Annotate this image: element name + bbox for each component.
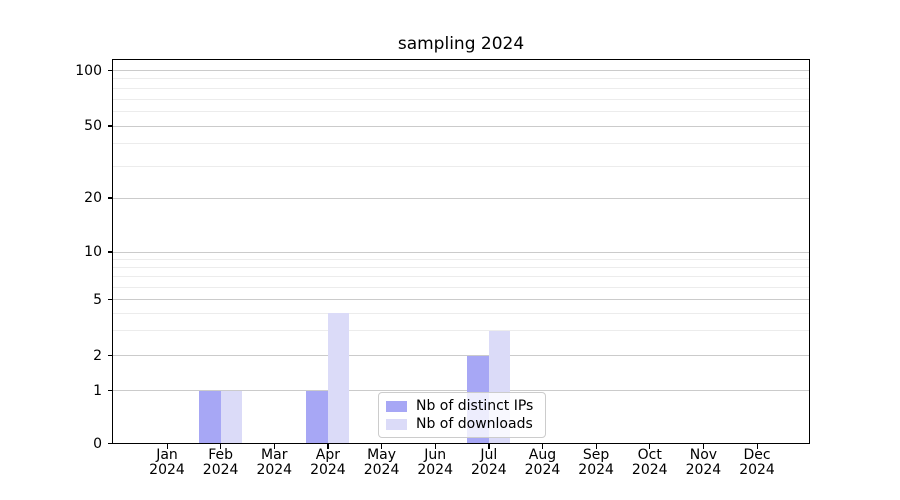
- legend-item-distinct-ips: Nb of distinct IPs: [386, 397, 545, 415]
- chart-title: sampling 2024: [397, 34, 525, 54]
- x-tick-year: 2024: [739, 462, 775, 478]
- y-tickmark-2: [107, 354, 112, 357]
- bar-distinct-ips-apr: [306, 390, 328, 444]
- minor-gridline-40: [112, 143, 810, 145]
- major-gridline-20: [112, 197, 810, 199]
- x-tickmark-apr: [327, 444, 329, 449]
- y-tick-label-50: 50: [84, 118, 102, 134]
- x-tick-label-feb: Feb 2024: [193, 448, 249, 478]
- x-tick-year: 2024: [631, 462, 668, 478]
- major-gridline-10: [112, 251, 810, 253]
- x-tick-label-aug: Aug 2024: [514, 448, 570, 478]
- y-tick-label-10: 10: [84, 244, 102, 260]
- x-tick-year: 2024: [471, 462, 507, 478]
- x-tick-year: 2024: [417, 462, 453, 478]
- y-tickmark-0: [107, 442, 112, 445]
- major-gridline-5: [112, 299, 810, 300]
- x-tick-month: Jun: [424, 447, 447, 463]
- y-tick-label-2: 2: [93, 347, 102, 364]
- minor-gridline-7: [112, 275, 810, 277]
- x-tickmark-may: [381, 444, 383, 449]
- y-tick-label-5: 5: [93, 291, 102, 308]
- minor-gridline-8: [112, 266, 810, 268]
- x-tickmark-nov: [702, 444, 705, 449]
- y-tick-label-1: 1: [93, 382, 102, 399]
- major-gridline-1: [112, 390, 810, 391]
- minor-gridline-6: [112, 286, 810, 288]
- x-tick-label-mar: Mar 2024: [246, 448, 302, 478]
- minor-gridline-30: [112, 165, 810, 167]
- legend-swatch-downloads: [386, 418, 407, 430]
- minor-gridline-70: [112, 98, 810, 100]
- x-tick-month: Oct: [637, 447, 662, 463]
- x-tick-label-jun: Jun 2024: [407, 448, 463, 478]
- major-gridline-2: [112, 355, 810, 356]
- x-tick-year: 2024: [363, 462, 400, 478]
- x-tickmark-oct: [649, 444, 651, 449]
- x-tick-month: Sep: [582, 447, 610, 463]
- x-tickmark-jul: [488, 444, 490, 449]
- y-tickmark-5: [107, 298, 112, 301]
- major-gridline-50: [112, 125, 810, 127]
- y-tick-label-20: 20: [84, 190, 102, 206]
- x-tickmark-sep: [595, 444, 597, 449]
- x-tick-month: Aug: [528, 447, 557, 463]
- x-tick-month: Feb: [208, 447, 234, 463]
- legend-item-downloads: Nb of downloads: [386, 415, 545, 433]
- legend-label-distinct-ips: Nb of distinct IPs: [416, 398, 534, 414]
- x-tick-month: Apr: [315, 447, 341, 463]
- y-tickmark-20: [107, 197, 112, 199]
- y-tick-label-0: 0: [93, 435, 102, 452]
- x-tick-label-may: May 2024: [354, 448, 410, 478]
- minor-gridline-9: [112, 258, 810, 260]
- x-tick-year: 2024: [524, 462, 561, 478]
- plot-area: [112, 59, 810, 444]
- x-tickmark-jun: [434, 444, 436, 449]
- y-tickmark-100: [107, 69, 112, 72]
- x-tickmark-jan: [166, 444, 168, 449]
- minor-gridline-90: [112, 78, 810, 80]
- x-tick-month: Jan: [156, 447, 178, 463]
- legend: Nb of distinct IPs Nb of downloads: [378, 392, 546, 438]
- x-tick-month: Dec: [743, 447, 771, 463]
- x-tickmark-feb: [220, 444, 222, 449]
- y-tickmark-1: [107, 389, 112, 392]
- x-tick-year: 2024: [578, 462, 614, 478]
- bar-downloads-feb: [220, 390, 243, 444]
- minor-gridline-4: [112, 312, 810, 314]
- x-tick-label-oct: Oct 2024: [622, 448, 678, 478]
- legend-label-downloads: Nb of downloads: [416, 416, 533, 432]
- x-tickmark-dec: [756, 444, 758, 449]
- bar-distinct-ips-feb: [199, 390, 221, 444]
- x-tick-year: 2024: [202, 462, 239, 478]
- x-tick-month: Nov: [689, 447, 718, 463]
- x-tick-label-dec: Dec 2024: [729, 448, 785, 478]
- x-tick-month: Jul: [480, 447, 498, 463]
- x-tick-year: 2024: [310, 462, 346, 478]
- x-tick-year: 2024: [149, 462, 185, 478]
- x-tick-year: 2024: [256, 462, 293, 478]
- x-tick-label-nov: Nov 2024: [675, 448, 731, 478]
- minor-gridline-60: [112, 110, 810, 112]
- y-tickmark-50: [107, 125, 112, 127]
- legend-swatch-distinct-ips: [386, 400, 407, 412]
- x-tickmark-mar: [273, 444, 275, 449]
- x-tick-label-sep: Sep 2024: [568, 448, 624, 478]
- x-tick-month: Mar: [261, 447, 288, 463]
- x-tick-label-apr: Apr 2024: [300, 448, 356, 478]
- y-tickmark-10: [107, 251, 112, 253]
- minor-gridline-80: [112, 87, 810, 89]
- x-tick-label-jul: Jul 2024: [461, 448, 517, 478]
- major-gridline-100: [112, 70, 810, 71]
- bar-downloads-apr: [327, 313, 350, 444]
- x-tick-label-jan: Jan 2024: [139, 448, 195, 478]
- minor-gridline-3: [112, 330, 810, 332]
- x-tick-year: 2024: [685, 462, 722, 478]
- x-tickmark-aug: [541, 444, 544, 449]
- y-tick-label-100: 100: [75, 62, 102, 79]
- x-tick-month: May: [367, 447, 397, 463]
